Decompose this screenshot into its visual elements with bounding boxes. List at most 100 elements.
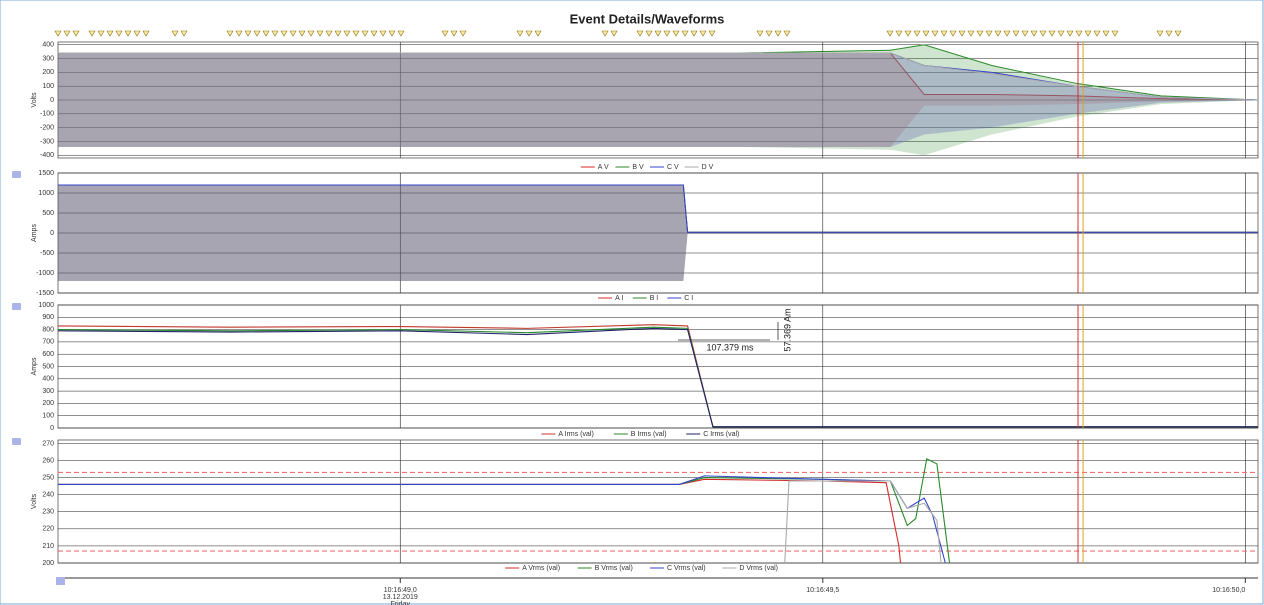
event-marker: [610, 30, 618, 37]
event-marker: [262, 30, 270, 37]
event-marker: [994, 30, 1002, 37]
waveform-envelope: [58, 184, 1258, 233]
y-tick-label: 1000: [38, 190, 54, 197]
x-tick-label: 10:16:50,0: [1212, 587, 1245, 594]
waveform-band: [58, 185, 1258, 281]
y-tick-label: 0: [50, 97, 54, 104]
event-marker: [1057, 30, 1065, 37]
event-marker: [525, 30, 533, 37]
legend-label: D Vrms (val): [739, 565, 778, 572]
y-tick-label: 200: [42, 69, 54, 76]
waveform-band: [58, 53, 1258, 147]
series-line: [784, 480, 942, 563]
event-marker: [958, 30, 966, 37]
y-tick-label: 600: [42, 351, 54, 358]
event-marker: [1075, 30, 1083, 37]
event-marker: [325, 30, 333, 37]
event-marker: [316, 30, 324, 37]
event-marker: [289, 30, 297, 37]
event-marker: [450, 30, 458, 37]
legend-label: A V: [598, 164, 609, 171]
event-marker: [913, 30, 921, 37]
event-marker: [63, 30, 71, 37]
x-weekday-label: Friday: [391, 601, 411, 605]
x-tick-label: 10:16:49,5: [806, 587, 839, 594]
y-tick-label: -1500: [36, 290, 54, 297]
legend-label: C Vrms (val): [667, 565, 706, 572]
event-marker: [690, 30, 698, 37]
event-marker: [931, 30, 939, 37]
y-axis-label: Volts: [31, 92, 38, 108]
y-tick-label: 250: [42, 474, 54, 481]
event-marker: [1093, 30, 1101, 37]
y-tick-label: 400: [42, 376, 54, 383]
y-tick-label: 500: [42, 363, 54, 370]
event-marker: [1165, 30, 1173, 37]
event-marker: [334, 30, 342, 37]
event-marker: [298, 30, 306, 37]
event-marker: [654, 30, 662, 37]
event-marker: [756, 30, 764, 37]
series-group: [58, 184, 1258, 281]
y-tick-label: 300: [42, 55, 54, 62]
event-marker: [280, 30, 288, 37]
waveform-band: [58, 44, 1258, 156]
y-tick-label: 270: [42, 440, 54, 447]
event-marker: [253, 30, 261, 37]
event-marker: [976, 30, 984, 37]
y-tick-label: 0: [50, 230, 54, 237]
event-marker: [235, 30, 243, 37]
legend-label: C I: [684, 295, 693, 302]
event-marker: [949, 30, 957, 37]
series-group: [58, 324, 1258, 428]
y-tick-label: 700: [42, 339, 54, 346]
y-tick-label: 1000: [38, 302, 54, 309]
event-marker: [459, 30, 467, 37]
event-marker: [663, 30, 671, 37]
y-tick-label: 300: [42, 388, 54, 395]
event-marker: [708, 30, 716, 37]
y-tick-label: 100: [42, 413, 54, 420]
y-axis-label: Amps: [31, 224, 38, 242]
lock-icon: [12, 171, 21, 178]
y-tick-label: -200: [40, 124, 54, 131]
event-marker: [765, 30, 773, 37]
event-marker: [271, 30, 279, 37]
event-marker: [904, 30, 912, 37]
event-marker: [1084, 30, 1092, 37]
event-marker: [379, 30, 387, 37]
waveform-envelope: [58, 52, 1258, 101]
series-line: [58, 457, 951, 563]
y-tick-label: 200: [42, 400, 54, 407]
annotation: 107.379 ms: [706, 342, 754, 352]
event-marker: [1156, 30, 1164, 37]
event-marker: [307, 30, 315, 37]
event-marker: [88, 30, 96, 37]
event-marker: [142, 30, 150, 37]
series-group: [58, 44, 1258, 156]
event-marker: [54, 30, 62, 37]
y-tick-label: 210: [42, 543, 54, 550]
event-marker: [361, 30, 369, 37]
event-marker: [699, 30, 707, 37]
event-marker: [516, 30, 524, 37]
y-tick-label: 0: [50, 425, 54, 432]
event-marker: [1111, 30, 1119, 37]
event-marker: [1021, 30, 1029, 37]
legend-label: C V: [667, 164, 679, 171]
annotation: 57.369 Am: [782, 308, 792, 351]
y-tick-label: 230: [42, 509, 54, 516]
event-marker: [601, 30, 609, 37]
y-tick-label: 500: [42, 210, 54, 217]
series-group: [58, 457, 1258, 563]
event-marker: [97, 30, 105, 37]
legend-label: B Irms (val): [631, 431, 667, 438]
event-marker: [1048, 30, 1056, 37]
series-line: [58, 327, 1258, 428]
y-tick-label: -300: [40, 138, 54, 145]
event-marker: [370, 30, 378, 37]
event-marker: [133, 30, 141, 37]
event-marker: [72, 30, 80, 37]
event-marker: [967, 30, 975, 37]
